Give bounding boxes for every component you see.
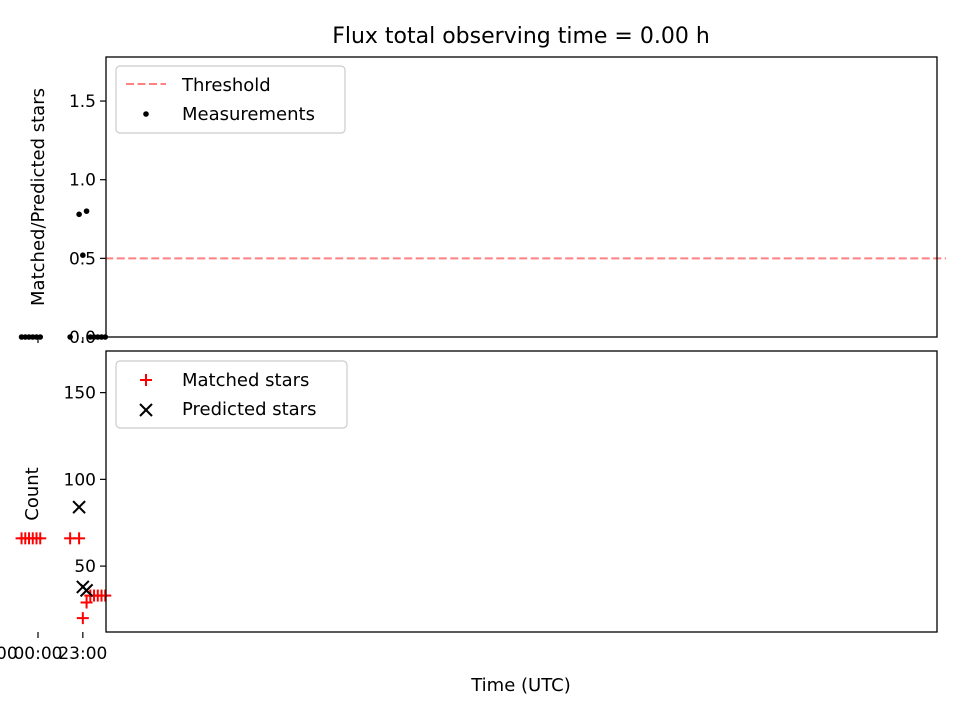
predicted-stars-point — [76, 580, 90, 594]
y-tick-label: 50 — [74, 557, 96, 577]
legend-matched-swatch — [140, 374, 152, 386]
x-diag-2 — [76, 580, 90, 594]
y-tick-label: 150 — [64, 384, 96, 404]
legend-measurements-label: Measurements — [182, 104, 315, 125]
x-diag-2 — [72, 500, 86, 514]
bottom-y-axis-label: Count — [22, 467, 43, 520]
x-axis-label: Time (UTC) — [470, 675, 571, 696]
legend-threshold-label: Threshold — [181, 75, 271, 96]
measurement-point — [83, 208, 90, 214]
x-tick-label: 00:00 — [13, 644, 62, 664]
x-tick-label: 01:00 — [0, 644, 18, 664]
measurement-point — [18, 334, 25, 340]
top-legend-box — [115, 65, 346, 134]
top-legend: Threshold Measurements — [115, 65, 346, 134]
measurement-point — [87, 334, 94, 340]
measurement-point — [80, 252, 86, 259]
x-tick-label: 23:00 — [58, 644, 107, 664]
y-tick-label: 100 — [64, 470, 96, 490]
bottom-plot-frame — [105, 350, 938, 633]
matched-stars-point — [64, 532, 77, 545]
y-tick-label: 0.5 — [69, 249, 96, 269]
legend-predicted-swatch — [139, 403, 153, 417]
bottom-legend: Matched stars Predicted stars — [115, 360, 348, 429]
top-plot-frame — [105, 56, 938, 338]
matched-stars-point — [15, 532, 28, 545]
legend-measurements-swatch — [143, 111, 149, 117]
bottom-legend-box — [115, 360, 348, 429]
legend-matched-label: Matched stars — [182, 370, 309, 391]
measurement-point — [67, 334, 73, 340]
matched-stars-point — [84, 589, 97, 602]
predicted-stars-point — [72, 500, 86, 514]
y-tick-label: 1.5 — [69, 92, 96, 112]
top-plot-area: 0.00.51.01.5 — [18, 92, 946, 348]
legend-predicted-label: Predicted stars — [182, 399, 316, 420]
y-tick-label: 1.0 — [69, 171, 96, 191]
top-y-axis-label: Matched/Predicted stars — [28, 88, 49, 306]
top-chart-title: Flux total observing time = 0.00 h — [332, 24, 710, 49]
matched-stars-point — [80, 596, 93, 609]
matched-stars-point — [76, 612, 89, 625]
measurement-point — [76, 211, 82, 218]
